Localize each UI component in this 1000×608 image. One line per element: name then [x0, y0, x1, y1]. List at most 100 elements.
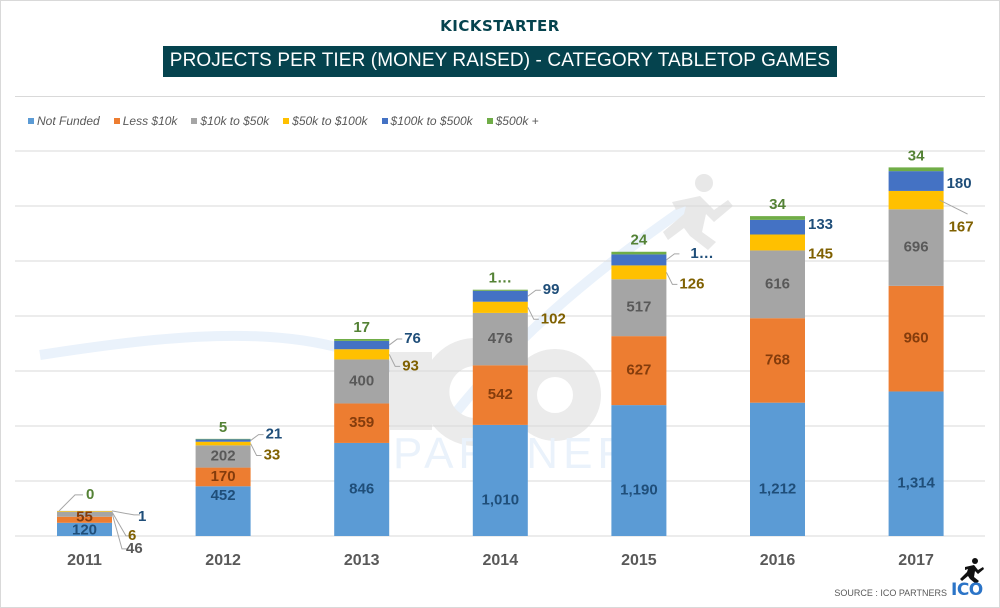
data-label: 6 [128, 527, 136, 544]
data-label: 33 [264, 447, 281, 464]
data-label: 5 [219, 419, 227, 436]
bar-segment [57, 511, 112, 517]
legend-swatch [191, 118, 198, 124]
data-label: 1,212 [759, 480, 797, 497]
data-label: 1,190 [620, 482, 658, 499]
legend-label: $50k to $100k [292, 114, 368, 128]
bar-segment [334, 338, 390, 341]
data-label: 76 [404, 330, 421, 347]
bar-segment [334, 359, 390, 404]
leader-line [665, 272, 678, 285]
bar-segment [750, 216, 805, 220]
legend-swatch [113, 118, 120, 124]
bar-segment [611, 254, 667, 266]
bar-segment [611, 405, 667, 536]
data-label: 17 [353, 319, 370, 336]
legend-swatch [381, 118, 388, 124]
divider [15, 96, 985, 97]
bar-segment [888, 190, 944, 210]
legend-swatch [486, 118, 493, 124]
bar-segment [57, 516, 112, 523]
runner-icon [960, 558, 984, 584]
chart-title: PROJECTS PER TIER (MONEY RAISED) - CATEG… [162, 46, 838, 77]
data-label: 627 [626, 362, 651, 379]
leader-line [111, 512, 128, 550]
data-label: 0 [86, 486, 94, 503]
data-label: 34 [908, 147, 925, 164]
data-label: 102 [541, 310, 566, 327]
bar-segment [472, 365, 528, 425]
legend-label: Less $10k [122, 114, 178, 128]
legend-item: $500k + [486, 114, 539, 128]
bar-segment [611, 265, 667, 280]
data-label: 133 [808, 216, 833, 233]
legend-item: Less $10k [113, 114, 178, 128]
legend-item: $50k to $100k [283, 114, 368, 128]
legend-label: Not Funded [37, 114, 100, 128]
bar-segment [472, 312, 528, 366]
x-tick-label: 2017 [898, 552, 934, 569]
data-label: 1,010 [482, 491, 520, 508]
bar-segment [195, 467, 251, 487]
data-label: 21 [266, 426, 283, 443]
data-label: 1 [138, 508, 146, 525]
data-label: 476 [488, 330, 513, 347]
title-container: PROJECTS PER TIER (MONEY RAISED) - CATEG… [0, 46, 1000, 77]
bar-segment [57, 522, 112, 536]
bar-segment [195, 445, 251, 468]
bar-segment [195, 441, 251, 446]
ico-logo: ICO [951, 580, 983, 600]
bar-segment [334, 403, 390, 443]
legend-swatch [283, 118, 290, 124]
leader-line [111, 510, 140, 516]
x-tick-label: 2013 [344, 552, 380, 569]
data-label: 93 [402, 357, 419, 374]
leader-line [250, 443, 262, 457]
leader-line [250, 434, 264, 441]
data-label: 696 [904, 239, 929, 256]
bar-segment [195, 486, 251, 536]
data-label: 99 [543, 281, 560, 298]
bar-segment [472, 290, 528, 302]
data-label: 180 [947, 175, 972, 192]
legend-label: $100k to $500k [390, 114, 473, 128]
source-note: SOURCE : ICO PARTNERS [834, 588, 947, 598]
x-tick-label: 2016 [760, 552, 796, 569]
data-label: 120 [72, 521, 97, 538]
leader-line [666, 253, 680, 261]
bar-segment [334, 442, 390, 536]
bar-segment [611, 336, 667, 406]
bar-segment [888, 391, 944, 536]
bar-segment [750, 219, 805, 235]
legend-item: Not Funded [28, 114, 100, 128]
bar-segment [750, 402, 805, 536]
legend-item: $10k to $50k [191, 114, 269, 128]
data-label: 359 [349, 414, 374, 431]
data-label: 24 [631, 232, 648, 249]
data-label: 1… [690, 245, 713, 262]
bar-segment [334, 340, 390, 350]
leader-line [388, 354, 401, 367]
data-label: 46 [126, 540, 143, 557]
bar-segment [472, 424, 528, 536]
bar-segment [888, 209, 944, 286]
bar-segment [195, 438, 251, 440]
bar-segment [472, 301, 528, 313]
x-tick-label: 2014 [483, 552, 519, 569]
data-label: 1,314 [897, 475, 935, 492]
legend-label: $500k + [495, 114, 539, 128]
legend-label: $10k to $50k [200, 114, 270, 128]
data-label: 1… [489, 270, 512, 287]
bar-segment [750, 234, 805, 251]
leader-line [58, 494, 83, 512]
leader-line [527, 307, 539, 320]
data-label: 167 [949, 218, 974, 235]
legend: Not Funded Less $10k $10k to $50k $50k to $… [28, 114, 539, 128]
x-tick-label: 2015 [621, 552, 657, 569]
bar-segment [334, 349, 390, 360]
leader-line [527, 289, 541, 297]
legend-item: $100k to $500k [381, 114, 473, 128]
bar-segment [195, 439, 251, 442]
data-label: 616 [765, 275, 790, 292]
